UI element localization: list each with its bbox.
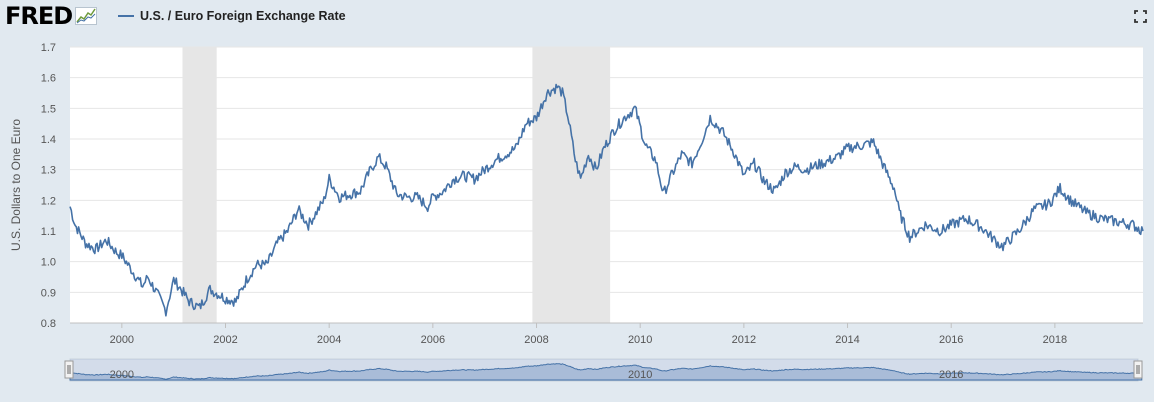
y-tick-label: 1.2 — [41, 195, 56, 207]
x-tick-label: 2010 — [628, 334, 652, 346]
y-tick-label: 1.1 — [41, 226, 56, 238]
x-tick-label: 2016 — [939, 334, 963, 346]
legend[interactable]: U.S. / Euro Foreign Exchange Rate — [118, 9, 346, 23]
navigator-labels: 2000 2010 2016 — [110, 369, 964, 381]
logo-text: FRED — [5, 2, 73, 30]
y-tick-label: 1.5 — [41, 103, 56, 115]
series-title: U.S. / Euro Foreign Exchange Rate — [140, 9, 346, 23]
y-tick-label: 1.3 — [41, 165, 56, 177]
gridlines — [70, 46, 1143, 324]
navigator-series — [69, 363, 1143, 381]
recession-band-0 — [182, 47, 217, 323]
recession-band-1 — [532, 47, 611, 323]
x-tick-label: 2018 — [1043, 334, 1067, 346]
chart-trend-icon — [75, 7, 98, 25]
legend-swatch — [118, 15, 134, 17]
y-tick-label: 1.6 — [41, 73, 56, 85]
x-tick-label: 2008 — [524, 334, 548, 346]
x-tick-label: 2014 — [835, 334, 859, 346]
x-tick-label: 2006 — [421, 334, 445, 346]
navigator-label: 2016 — [939, 369, 963, 381]
navigator-label: 2000 — [110, 369, 134, 381]
y-axis-label: U.S. Dollars to One Euro — [9, 119, 23, 251]
navigator-handle-right[interactable] — [1133, 360, 1143, 379]
recession-shading — [182, 47, 611, 323]
y-tick-label: 1.4 — [41, 134, 56, 146]
x-axis: 2000 2002 2004 2006 2008 2010 2012 2014 2016 2018 — [110, 323, 1067, 346]
navigator-handle-left[interactable] — [64, 360, 74, 379]
x-tick-label: 2002 — [213, 334, 237, 346]
fred-logo[interactable]: FRED — [5, 2, 98, 30]
x-tick-label: 2012 — [732, 334, 756, 346]
x-tick-label: 2004 — [317, 334, 341, 346]
y-tick-label: 1.7 — [41, 42, 56, 54]
expand-icon[interactable] — [1134, 10, 1147, 23]
navigator-label: 2010 — [628, 369, 652, 381]
y-tick-label: 0.9 — [41, 287, 56, 299]
x-tick-label: 2000 — [110, 334, 134, 346]
navigator[interactable]: 2000 2010 2016 — [64, 358, 1143, 382]
y-tick-label: 1.0 — [41, 257, 56, 269]
chart-header: FRED U.S. / Euro Foreign Exchange Rate — [0, 0, 1154, 36]
series-line[interactable] — [69, 83, 1144, 317]
y-axis: 0.8 0.9 1.0 1.1 1.2 1.3 1.4 1.5 1.6 1.7 — [41, 42, 56, 330]
y-tick-label: 0.8 — [41, 318, 56, 330]
